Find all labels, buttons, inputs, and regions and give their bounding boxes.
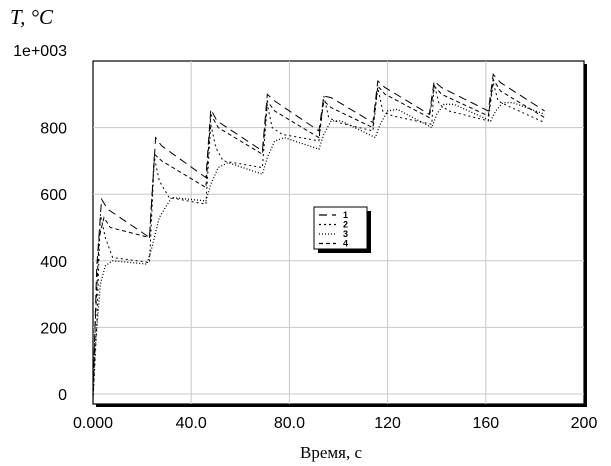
x-tick-labels: 0.000 40.0 80.0 120 160 200 (73, 415, 597, 432)
x-tick-label: 0.000 (73, 415, 113, 432)
legend-box (313, 206, 368, 250)
y-tick-labels: 0 200 400 600 800 1e+003 (13, 43, 67, 404)
y-tick-label: 200 (40, 320, 67, 337)
legend-label-2: 2 (343, 220, 348, 230)
legend-label-1: 1 (343, 210, 348, 220)
x-axis-title: Время, с (300, 443, 362, 462)
series-lines (93, 73, 545, 401)
grid-lines (93, 61, 584, 404)
series-line-2 (93, 82, 545, 401)
x-tick-label: 80.0 (274, 415, 305, 432)
x-tick-label: 160 (472, 415, 499, 432)
y-tick-label: 1e+003 (13, 43, 67, 60)
y-tick-label: 800 (40, 121, 67, 138)
x-tick-label: 120 (374, 415, 401, 432)
x-tick-label: 40.0 (176, 415, 207, 432)
y-tick-label: 400 (40, 254, 67, 271)
legend-label-4: 4 (343, 239, 348, 249)
series-line-4 (93, 77, 545, 396)
x-tick-label: 200 (571, 415, 598, 432)
y-axis-title: T, °C (10, 5, 54, 29)
y-tick-label: 600 (40, 187, 67, 204)
legend-label-3: 3 (343, 229, 348, 239)
y-tick-label: 0 (58, 387, 67, 404)
